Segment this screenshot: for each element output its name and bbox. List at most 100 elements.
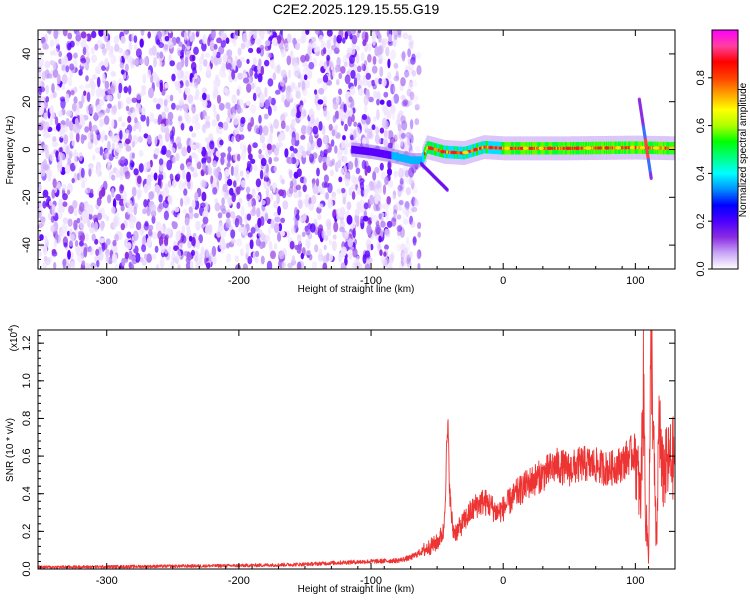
spectrogram-noise-blob — [184, 217, 190, 226]
signal-band-core — [611, 146, 613, 150]
spectrogram-noise-blob — [57, 167, 63, 173]
signal-band-cell — [398, 153, 401, 162]
spectrogram-noise-blob — [263, 171, 269, 178]
spectrogram-noise-blob — [302, 67, 309, 75]
spectrogram-noise-blob — [246, 58, 250, 64]
spectrogram-noise-blob — [384, 120, 389, 129]
spectrogram-noise-blob — [289, 145, 294, 152]
spectrogram-noise-blob — [96, 260, 100, 268]
spectrogram-noise-blob — [268, 96, 272, 104]
spectrogram-noise-blob — [259, 169, 264, 180]
spectrogram-noise-blob — [318, 248, 323, 256]
spectrogram-noise-blob — [182, 208, 187, 215]
colorbar-axes: 0.0 0.2 0.4 0.6 0.8 — [695, 70, 712, 277]
spectrogram-noise-blob — [158, 158, 164, 166]
spectrogram-noise-blob — [292, 37, 297, 45]
spectrogram-noise-blob — [111, 107, 117, 116]
spectrogram-noise-blob — [280, 217, 285, 224]
spectrogram-noise-blob — [143, 183, 149, 194]
spectrogram-noise-blob — [170, 260, 175, 269]
spectrogram-noise-blob — [344, 257, 348, 266]
spectrogram-noise-blob — [362, 215, 369, 222]
spectrogram-noise-blob — [184, 56, 189, 68]
spectrogram-ytick-label: 40 — [21, 48, 33, 60]
signal-band-core — [667, 146, 669, 150]
spectrogram-noise-blob — [347, 238, 354, 248]
spectrogram-noise-blob — [295, 184, 302, 191]
spectrogram-noise-blob — [230, 238, 236, 244]
signal-band-core — [663, 146, 666, 150]
spectrogram-noise-blob — [224, 192, 228, 200]
signal-band-core — [662, 146, 665, 150]
spectrogram-noise-blob — [279, 30, 284, 36]
spectrogram-noise-blob — [231, 69, 236, 80]
spectrogram-noise-blob — [51, 204, 56, 211]
signal-band-core — [638, 146, 640, 150]
signal-band-core — [521, 146, 523, 150]
spectrogram-noise-blob — [398, 167, 404, 179]
spectrogram-noise-blob — [294, 70, 300, 78]
spectrogram-noise-blob — [224, 89, 231, 97]
spectrogram-noise-blob — [392, 194, 396, 200]
signal-band-core — [510, 146, 513, 150]
spectrogram-noise-blob — [187, 240, 193, 249]
spectrogram-noise-blob — [39, 216, 46, 223]
spectrogram-noise-blob — [274, 216, 281, 223]
spectrogram-noise-blob — [140, 85, 147, 91]
spectrogram-noise-blob — [125, 145, 132, 152]
spectrogram-noise-blob — [61, 74, 68, 85]
signal-band-core — [543, 146, 545, 150]
spectrogram-noise-blob — [204, 225, 210, 235]
signal-band-core — [625, 146, 628, 150]
spectrogram-noise-blob — [264, 196, 271, 206]
spectrogram-noise-blob — [111, 142, 115, 150]
chart-title: C2E2.2025.129.15.55.G19 — [273, 1, 440, 17]
spectrogram-noise-blob — [221, 208, 227, 215]
signal-band-core — [624, 146, 627, 150]
spectrogram-noise-blob — [387, 179, 394, 188]
spectrogram-noise-blob — [406, 88, 412, 97]
spectrogram-noise-blob — [205, 262, 211, 269]
snr-frame — [37, 329, 676, 570]
spectrogram-noise-blob — [326, 221, 332, 230]
spectrogram-noise-blob — [287, 33, 292, 44]
spectrogram-noise-blob — [198, 260, 204, 267]
signal-band-cell — [355, 146, 358, 154]
spectrogram-noise-blob — [136, 103, 142, 114]
spectrogram-noise-blob — [52, 178, 57, 189]
spectrogram-noise-blob — [87, 131, 94, 140]
spectrogram-noise-blob — [215, 150, 221, 158]
signal-band-cell — [402, 154, 404, 162]
spectrogram-noise-blob — [111, 174, 116, 181]
spectrogram-noise-blob — [159, 79, 163, 86]
spectrogram-noise-blob — [254, 256, 259, 264]
spectrogram-noise-blob — [80, 31, 87, 39]
signal-band-core — [519, 146, 521, 150]
signal-band-core — [537, 146, 539, 150]
spectrogram-noise-blob — [362, 254, 367, 264]
spectrogram-noise-blob — [221, 197, 225, 206]
spectrogram-noise-blob — [204, 150, 208, 161]
spectrogram-noise-blob — [39, 243, 44, 249]
spectrogram-noise-blob — [369, 194, 375, 206]
spectrogram-noise-blob — [95, 104, 101, 113]
spectrogram-noise-blob — [194, 94, 199, 101]
spectrogram-noise-blob — [387, 262, 393, 269]
spectrogram-noise-blob — [81, 94, 85, 104]
spectrogram-noise-blob — [393, 62, 399, 69]
spectrogram-noise-blob — [277, 205, 281, 216]
spectrogram-noise-blob — [83, 62, 88, 69]
spectrogram-noise-blob — [264, 86, 268, 98]
spectrogram-noise-blob — [216, 113, 220, 122]
spectrogram-noise-blob — [160, 244, 165, 254]
spectrogram-noise-blob — [213, 43, 218, 50]
spectrogram-noise-blob — [155, 221, 162, 232]
spectrogram-noise-blob — [198, 234, 203, 244]
spectrogram-noise-blob — [123, 30, 130, 35]
spectrogram-noise-blob — [58, 147, 63, 153]
spectrogram-noise-blob — [306, 241, 311, 250]
spectrogram-noise-blob — [231, 94, 237, 104]
spectrogram-noise-blob — [266, 143, 272, 151]
spectrogram-noise-blob — [125, 105, 130, 112]
spectrogram-noise-blob — [62, 217, 69, 225]
